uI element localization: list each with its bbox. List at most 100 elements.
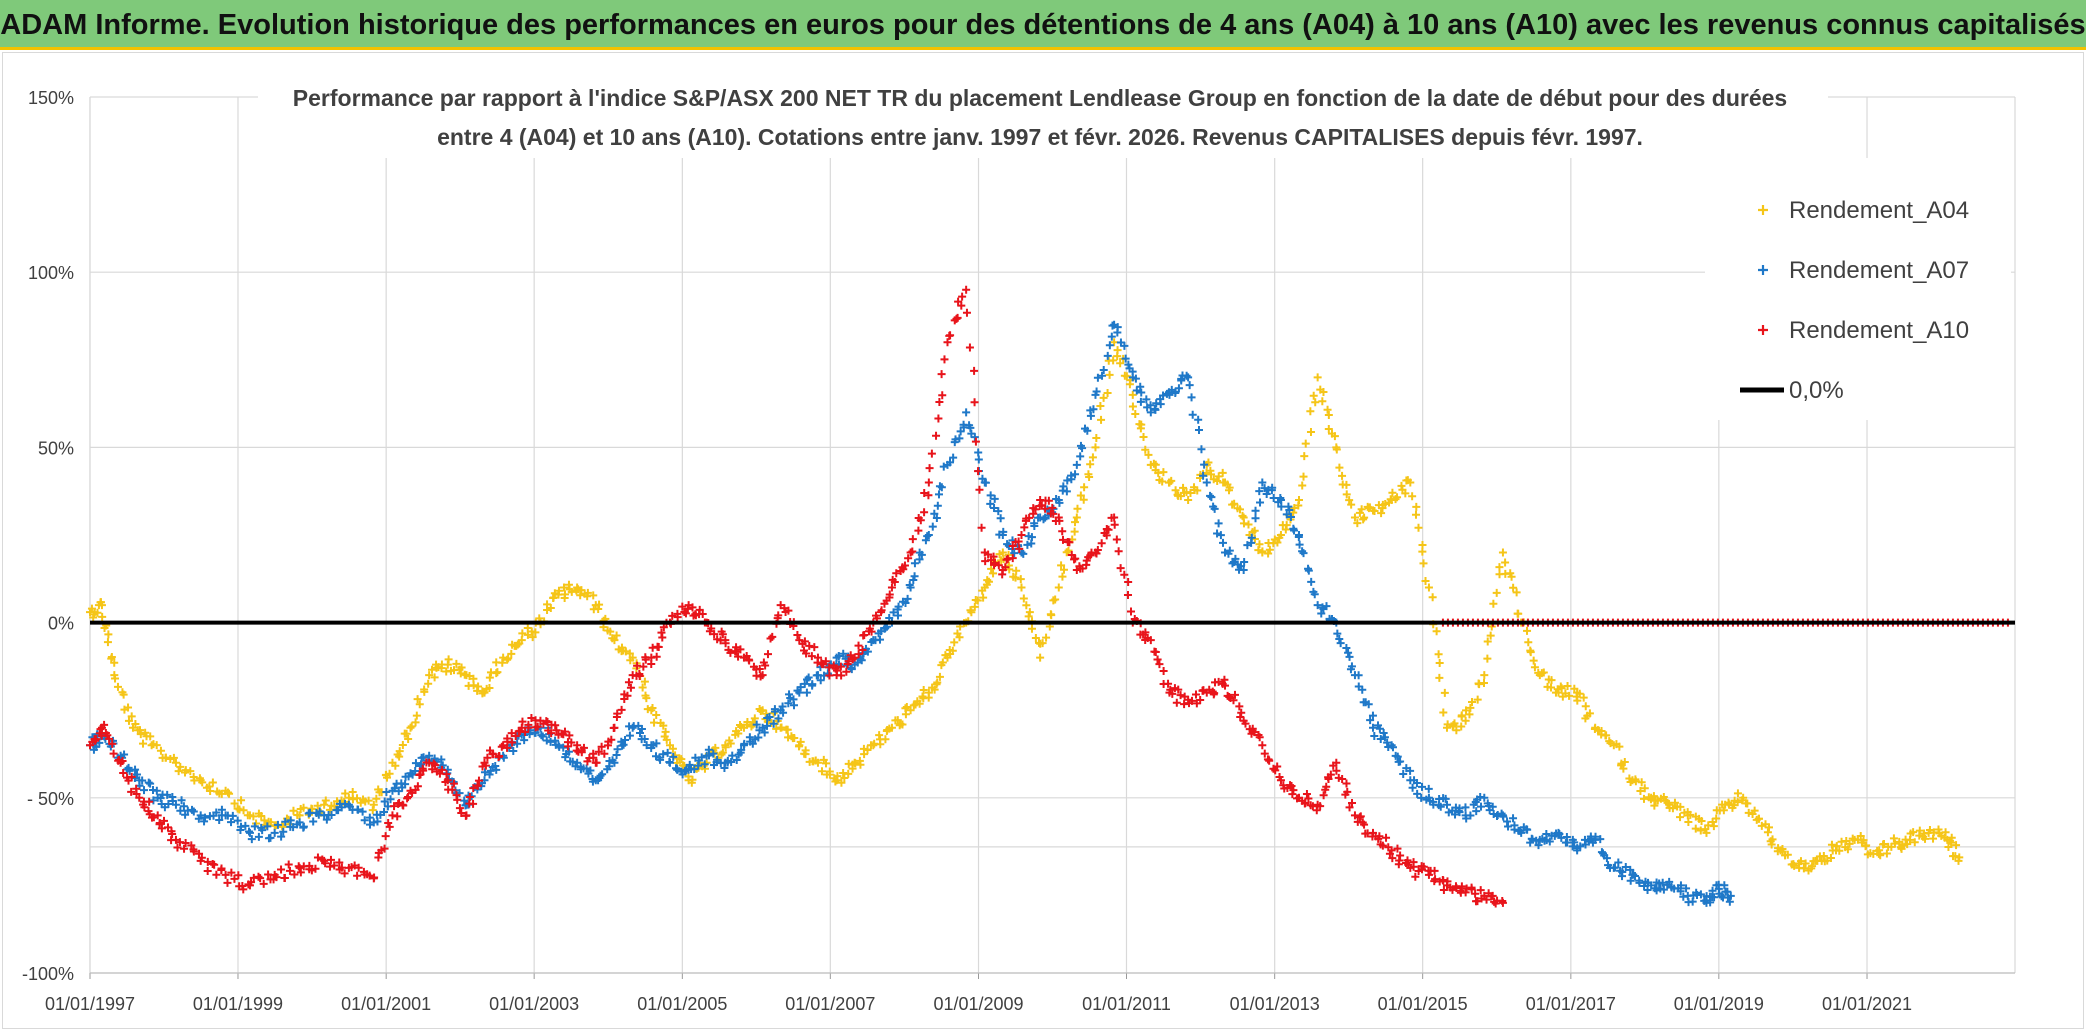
data-point-interp [1343, 787, 1352, 796]
data-point-interp [1076, 491, 1085, 500]
data-point-interp [948, 646, 957, 655]
data-point-interp [1182, 371, 1191, 380]
data-point-interp [1338, 471, 1347, 480]
data-point-interp [474, 682, 483, 691]
legend-label: Rendement_A07 [1789, 257, 1969, 284]
data-point-interp [1388, 488, 1397, 497]
data-point-interp [1210, 689, 1219, 698]
data-point-interp [1355, 813, 1364, 822]
data-point-interp [1856, 832, 1865, 841]
data-point-interp [1452, 884, 1461, 893]
data-point-interp [1421, 576, 1430, 585]
data-point-interp [780, 604, 789, 613]
data-point-interp [898, 720, 907, 729]
data-point-interp [1285, 505, 1294, 514]
data-point-interp [1457, 711, 1466, 720]
data-point-interp [626, 683, 635, 692]
data-point-interp [1027, 533, 1036, 542]
data-point-interp [413, 695, 422, 704]
data-point-interp [1435, 659, 1444, 668]
data-point-interp [1565, 691, 1574, 700]
data-point-interp [1112, 535, 1121, 544]
data-point [320, 800, 329, 809]
data-point-interp [203, 866, 212, 875]
data-point-interp [1304, 566, 1313, 575]
data-point-interp [368, 806, 377, 815]
data-point-interp [247, 878, 256, 887]
data-point-interp [1441, 794, 1450, 803]
data-point-interp [567, 738, 576, 747]
data-point-interp [1472, 807, 1481, 816]
data-point-interp [1099, 365, 1108, 374]
data-point-interp [971, 437, 980, 446]
data-point-interp [736, 645, 745, 654]
data-point-interp [1473, 695, 1482, 704]
data-point-interp [1640, 784, 1649, 793]
data-point-interp [315, 807, 324, 816]
data-point-interp [131, 765, 140, 774]
data-point [1258, 741, 1267, 750]
data-point-interp [1046, 610, 1055, 619]
x-tick-label: 01/01/2003 [489, 994, 579, 1014]
data-point-interp [808, 680, 817, 689]
data-point [1091, 443, 1100, 452]
data-point-interp [1307, 577, 1316, 586]
data-point-interp [277, 832, 286, 841]
chart-title-background [258, 76, 1828, 158]
data-point-interp [1596, 835, 1605, 844]
data-point-interp [110, 658, 119, 667]
data-point [1072, 460, 1081, 469]
data-point-interp [772, 724, 781, 733]
data-point-interp [1643, 885, 1652, 894]
data-point [1165, 390, 1174, 399]
data-point-interp [909, 576, 918, 584]
data-point-interp [950, 638, 959, 647]
data-point-interp [390, 802, 399, 811]
data-point-interp [1475, 680, 1484, 689]
data-point-interp [763, 650, 772, 659]
data-point-interp [894, 602, 903, 611]
data-point-interp [1023, 540, 1032, 549]
data-point-interp [935, 397, 944, 406]
data-point-interp [1011, 573, 1020, 582]
data-point-interp [1039, 515, 1048, 524]
data-point-interp [419, 753, 428, 762]
legend-label: 0,0% [1789, 377, 1844, 404]
report-title: ADAM Informe. Evolution historique des p… [0, 9, 2086, 41]
data-point-interp [1375, 832, 1384, 841]
data-point-interp [531, 628, 540, 637]
data-point-interp [640, 677, 649, 686]
data-point-interp [822, 759, 831, 768]
data-point-interp [1796, 857, 1805, 866]
data-point-interp [1377, 509, 1386, 518]
data-point-interp [1635, 876, 1644, 885]
data-point-interp [1523, 626, 1532, 635]
data-point-interp [853, 658, 862, 667]
data-point-interp [181, 768, 189, 777]
data-point-interp [1309, 391, 1318, 400]
data-point-interp [1229, 696, 1238, 705]
data-point-interp [212, 808, 221, 817]
data-point-interp [1022, 601, 1031, 610]
data-point-interp [598, 770, 607, 779]
data-point [270, 828, 279, 837]
data-point-interp [946, 331, 955, 340]
data-point-interp [469, 784, 478, 793]
data-point-interp [1287, 782, 1296, 791]
data-point-interp [469, 799, 478, 808]
data-point-interp [621, 735, 630, 744]
data-point-interp [904, 554, 913, 563]
data-point-interp [1354, 671, 1363, 680]
data-point-interp [847, 665, 856, 674]
data-point-interp [946, 458, 955, 467]
data-point-interp [1015, 544, 1024, 553]
data-point-interp [382, 788, 391, 797]
data-point-interp [1131, 374, 1140, 383]
data-point-interp [1322, 782, 1331, 791]
data-point [135, 793, 144, 802]
data-point-interp [1151, 405, 1160, 414]
data-point [1517, 828, 1526, 837]
data-point-interp [412, 711, 421, 720]
data-point-interp [277, 865, 286, 874]
data-point-interp [867, 627, 876, 636]
